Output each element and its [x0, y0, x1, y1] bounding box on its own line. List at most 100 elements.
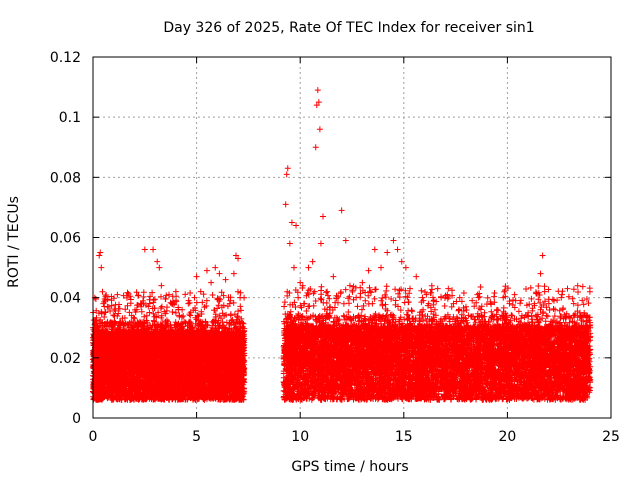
data-point [94, 324, 101, 331]
data-point [317, 240, 324, 247]
data-point [583, 318, 590, 325]
data-point [576, 309, 583, 316]
y-tick-label: 0 [72, 411, 81, 427]
data-point [378, 264, 385, 271]
data-point [283, 171, 290, 178]
data-point [353, 294, 360, 301]
x-tick-label: 20 [498, 429, 516, 445]
data-point [98, 264, 105, 271]
data-point [316, 126, 323, 133]
data-point [141, 246, 148, 253]
data-point [469, 297, 476, 304]
data-point [168, 300, 175, 307]
data-point [208, 279, 215, 286]
data-point [110, 324, 117, 331]
data-point [537, 270, 544, 277]
data-point [172, 288, 179, 295]
data-point [197, 288, 204, 295]
data-point [481, 309, 488, 316]
data-point [390, 237, 397, 244]
x-tick-label: 25 [602, 429, 620, 445]
y-tick-label: 0.12 [50, 50, 81, 66]
data-point [494, 306, 501, 313]
data-point [407, 285, 414, 292]
y-tick-label: 0.08 [50, 170, 81, 186]
y-axis-label: ROTI / TECUs [6, 196, 22, 288]
data-point [237, 294, 244, 301]
data-point [518, 312, 525, 319]
data-point [394, 246, 401, 253]
data-point [106, 336, 113, 343]
data-point [450, 300, 457, 307]
data-point [235, 255, 242, 262]
data-point [552, 306, 559, 313]
data-point [545, 300, 552, 307]
data-point [431, 306, 438, 313]
y-tick-label: 0.02 [50, 351, 81, 367]
data-point [541, 288, 548, 295]
data-point [222, 276, 229, 283]
data-point [371, 246, 378, 253]
data-point [512, 297, 519, 304]
data-point [193, 273, 200, 280]
data-point [346, 282, 353, 289]
x-tick-label: 5 [192, 429, 201, 445]
data-point [402, 264, 409, 271]
data-point [156, 264, 163, 271]
x-tick-label: 15 [395, 429, 413, 445]
data-point [116, 318, 123, 325]
data-point [462, 303, 469, 310]
data-point [475, 294, 482, 301]
data-point [216, 270, 223, 277]
x-tick-label: 0 [89, 429, 98, 445]
data-point [185, 300, 192, 307]
data-point [137, 300, 144, 307]
y-tick-label: 0.1 [59, 110, 81, 126]
data-point [312, 144, 319, 151]
data-points [90, 87, 594, 403]
data-point [301, 300, 308, 307]
data-point [587, 324, 594, 331]
data-point [500, 294, 507, 301]
data-point [487, 300, 494, 307]
data-point [315, 99, 322, 106]
data-point [286, 240, 293, 247]
data-point [319, 213, 326, 220]
data-point [154, 258, 161, 265]
data-point [230, 270, 237, 277]
data-point [419, 294, 426, 301]
data-point [398, 258, 405, 265]
data-point [525, 309, 532, 316]
data-point [330, 273, 337, 280]
data-point [158, 282, 165, 289]
data-point [131, 315, 138, 322]
data-point [191, 294, 198, 301]
data-point [123, 327, 130, 334]
data-point [282, 201, 289, 208]
data-point [338, 207, 345, 214]
data-point [506, 300, 513, 307]
y-tick-label: 0.04 [50, 291, 81, 307]
data-point [102, 327, 109, 334]
data-point [162, 318, 169, 325]
chart-title: Day 326 of 2025, Rate Of TEC Index for r… [163, 20, 534, 36]
data-point [179, 306, 186, 313]
data-point [293, 222, 300, 229]
data-point [100, 300, 107, 307]
data-point [570, 300, 577, 307]
x-axis-label: GPS time / hours [291, 459, 408, 475]
data-point [413, 273, 420, 280]
data-point [456, 294, 463, 301]
y-tick-label: 0.06 [50, 231, 81, 247]
data-point [539, 252, 546, 259]
data-point [531, 300, 538, 307]
data-point [290, 264, 297, 271]
data-point [342, 237, 349, 244]
data-point [313, 102, 320, 109]
data-point [97, 249, 104, 256]
data-point [297, 279, 304, 286]
data-point [314, 87, 321, 94]
data-point [232, 252, 239, 259]
data-point [444, 291, 451, 298]
